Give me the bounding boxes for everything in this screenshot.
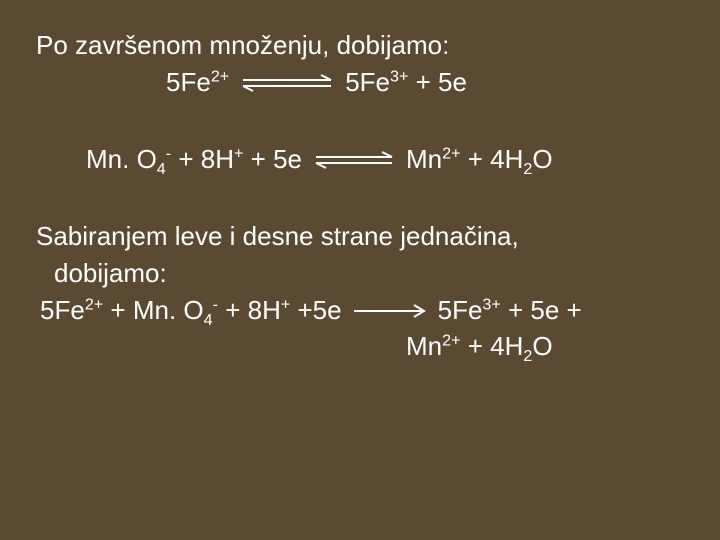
eq1-rhs: 5Fe3+ + 5e bbox=[345, 65, 467, 100]
eq2-rhs-pre: Mn bbox=[406, 144, 442, 174]
sum-text-line2: dobijamo: bbox=[54, 256, 700, 291]
eq3-p3-h: H bbox=[262, 295, 281, 325]
eq3-rhs-part2: Mn2+ + 4H2O bbox=[406, 331, 553, 361]
eq2-lhs: Mn. O4- + 8H+ + 5e bbox=[86, 142, 302, 177]
eq3-p2: Mn. O bbox=[133, 295, 204, 325]
eq3-r1-elem: Fe bbox=[452, 295, 482, 325]
eq3-p1-sup: 2+ bbox=[85, 296, 103, 314]
eq3-p1-elem: Fe bbox=[54, 295, 84, 325]
sum-text-line1: Sabiranjem leve i desne strane jednačina… bbox=[36, 219, 700, 254]
eq3-plus2: + 8 bbox=[218, 295, 262, 325]
eq2-rhs-h: H bbox=[505, 144, 524, 174]
eq3-plus3: +5e bbox=[290, 295, 341, 325]
eq3-rplus2: + 4 bbox=[461, 331, 505, 361]
eq2-rhs-o: O bbox=[532, 144, 552, 174]
equation-1: 5Fe2+ 5Fe3+ + 5e bbox=[166, 65, 700, 100]
eq2-rhs: Mn2+ + 4H2O bbox=[406, 142, 553, 177]
equation-3: 5Fe2+ + Mn. O4- + 8H+ +5e 5Fe3+ + 5e + bbox=[40, 293, 700, 328]
eq3-r-2: 2 bbox=[523, 347, 532, 365]
eq3-p3-sup: + bbox=[281, 296, 290, 314]
forward-arrow-icon bbox=[352, 303, 428, 319]
eq3-r-h: H bbox=[505, 331, 524, 361]
eq2-lhs-sub: 4 bbox=[157, 160, 166, 178]
eq1-lhs: 5Fe2+ bbox=[166, 65, 229, 100]
eq1-rhs-coeff: 5 bbox=[345, 67, 359, 97]
eq3-r2-sup: 2+ bbox=[442, 331, 460, 349]
eq2-lhs-h: H bbox=[215, 144, 234, 174]
equation-3-line2: Mn2+ + 4H2O bbox=[406, 329, 700, 364]
eq1-lhs-elem: Fe bbox=[180, 67, 210, 97]
eq3-plus1: + bbox=[103, 295, 133, 325]
eq1-rhs-tail: + 5e bbox=[408, 67, 467, 97]
eq3-r2-pre: Mn bbox=[406, 331, 442, 361]
intro-text: Po završenom množenju, dobijamo: bbox=[36, 28, 700, 63]
eq2-rhs-2: 2 bbox=[523, 160, 532, 178]
eq3-rhs-part1: 5Fe3+ + 5e + bbox=[438, 293, 582, 328]
eq2-rhs-mid: + 4 bbox=[461, 144, 505, 174]
equilibrium-arrow-icon bbox=[239, 72, 335, 94]
eq1-rhs-charge: 3+ bbox=[390, 67, 408, 85]
eq1-lhs-charge: 2+ bbox=[211, 67, 229, 85]
eq2-rhs-sup: 2+ bbox=[442, 145, 460, 163]
eq1-lhs-coeff: 5 bbox=[166, 67, 180, 97]
eq2-lhs-text: Mn. O bbox=[86, 144, 157, 174]
eq3-rplus1: + 5e + bbox=[501, 295, 582, 325]
eq2-lhs-mid: + 8 bbox=[171, 144, 215, 174]
eq3-r-o: O bbox=[532, 331, 552, 361]
eq3-r1-sup: 3+ bbox=[482, 296, 500, 314]
eq3-lhs: 5Fe2+ + Mn. O4- + 8H+ +5e bbox=[40, 293, 342, 328]
equation-2: Mn. O4- + 8H+ + 5e Mn2+ + 4H2O bbox=[86, 142, 700, 177]
eq3-r1-coeff: 5 bbox=[438, 295, 452, 325]
eq3-p2-sub: 4 bbox=[204, 312, 213, 330]
equilibrium-arrow-icon bbox=[312, 149, 396, 171]
eq2-lhs-tail: + 5e bbox=[243, 144, 302, 174]
eq1-rhs-elem: Fe bbox=[360, 67, 390, 97]
eq3-p1-coeff: 5 bbox=[40, 295, 54, 325]
